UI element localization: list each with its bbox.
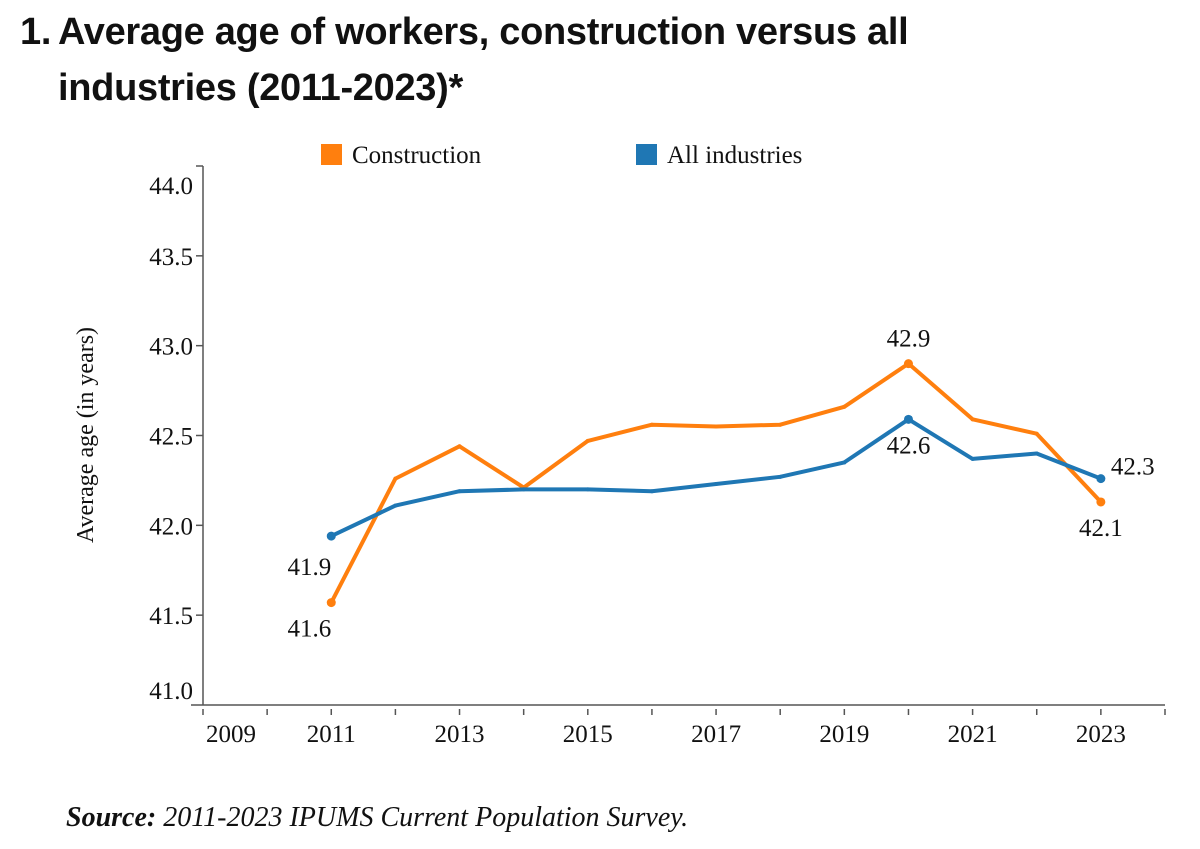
y-tick-label: 42.5 [149, 424, 193, 451]
legend-swatch-all_industries [636, 144, 657, 165]
data-point-all_industries [585, 487, 590, 492]
series-group [326, 359, 1106, 608]
source-note: Source: 2011-2023 IPUMS Current Populati… [66, 802, 688, 834]
y-axis-title: Average age (in years) [73, 327, 99, 543]
data-point-all_industries [393, 503, 398, 508]
data-label-all_industries: 42.6 [887, 432, 931, 459]
x-tick-label: 2013 [435, 721, 485, 748]
data-point-construction [393, 476, 398, 481]
data-label-construction: 41.6 [288, 616, 332, 643]
data-labels: 41.6 42.9 42.1 41.9 42.6 42.3 [288, 326, 1155, 643]
marker-construction [326, 598, 336, 608]
chart-number: 1. [20, 11, 52, 53]
series-line-all_industries [329, 417, 1103, 539]
marker-all_industries [326, 531, 336, 541]
y-tick-label: 41.5 [149, 603, 193, 630]
data-point-construction [842, 404, 847, 409]
data-label-construction: 42.9 [887, 326, 931, 353]
data-point-all_industries [970, 456, 975, 461]
source-text: 2011-2023 IPUMS Current Population Surve… [156, 802, 689, 833]
data-point-all_industries [778, 474, 783, 479]
legend-swatch-construction [321, 144, 342, 165]
data-point-construction [778, 422, 783, 427]
source-label: Source: [66, 802, 157, 833]
x-tick-label: 2021 [948, 721, 998, 748]
chart-title-line1: Average age of workers, construction ver… [58, 11, 909, 53]
data-label-all_industries: 42.3 [1111, 454, 1155, 481]
data-point-construction [649, 422, 654, 427]
x-tick-label: 2009 [206, 721, 256, 748]
legend-label-all_industries: All industries [667, 142, 802, 169]
data-label-all_industries: 41.9 [288, 554, 332, 581]
y-tick-label: 41.0 [149, 678, 193, 705]
legend: Construction All industries [321, 142, 802, 169]
data-point-all_industries [521, 487, 526, 492]
data-point-construction [970, 417, 975, 422]
x-tick-label: 2023 [1076, 721, 1126, 748]
data-point-all_industries [457, 489, 462, 494]
data-point-construction [457, 444, 462, 449]
data-point-all_industries [1034, 451, 1039, 456]
marker-all_industries [903, 414, 913, 424]
data-point-construction [1034, 431, 1039, 436]
x-tick-label: 2019 [819, 721, 869, 748]
legend-label-construction: Construction [352, 142, 482, 169]
x-tick-label: 2015 [563, 721, 613, 748]
data-point-all_industries [714, 482, 719, 487]
x-tick-label: 2011 [307, 721, 356, 748]
data-point-all_industries [842, 460, 847, 465]
y-tick-label: 43.0 [149, 334, 193, 361]
data-label-construction: 42.1 [1079, 515, 1123, 542]
data-point-construction [714, 424, 719, 429]
y-tick-label: 44.0 [149, 173, 193, 200]
chart-title: 1. Average age of workers, construction v… [20, 4, 909, 116]
data-point-all_industries [649, 489, 654, 494]
chart-title-line2: industries (2011-2023)* [58, 67, 463, 109]
marker-construction [1096, 497, 1106, 507]
axes: 41.0 41.5 42.0 42.5 43.0 43.5 44.0 Average age … [73, 165, 1166, 748]
marker-construction [903, 359, 913, 369]
y-tick-label: 43.5 [149, 244, 193, 271]
marker-all_industries [1096, 474, 1106, 484]
y-tick-label: 42.0 [149, 513, 193, 540]
data-point-construction [585, 438, 590, 443]
x-tick-label: 2017 [691, 721, 741, 748]
